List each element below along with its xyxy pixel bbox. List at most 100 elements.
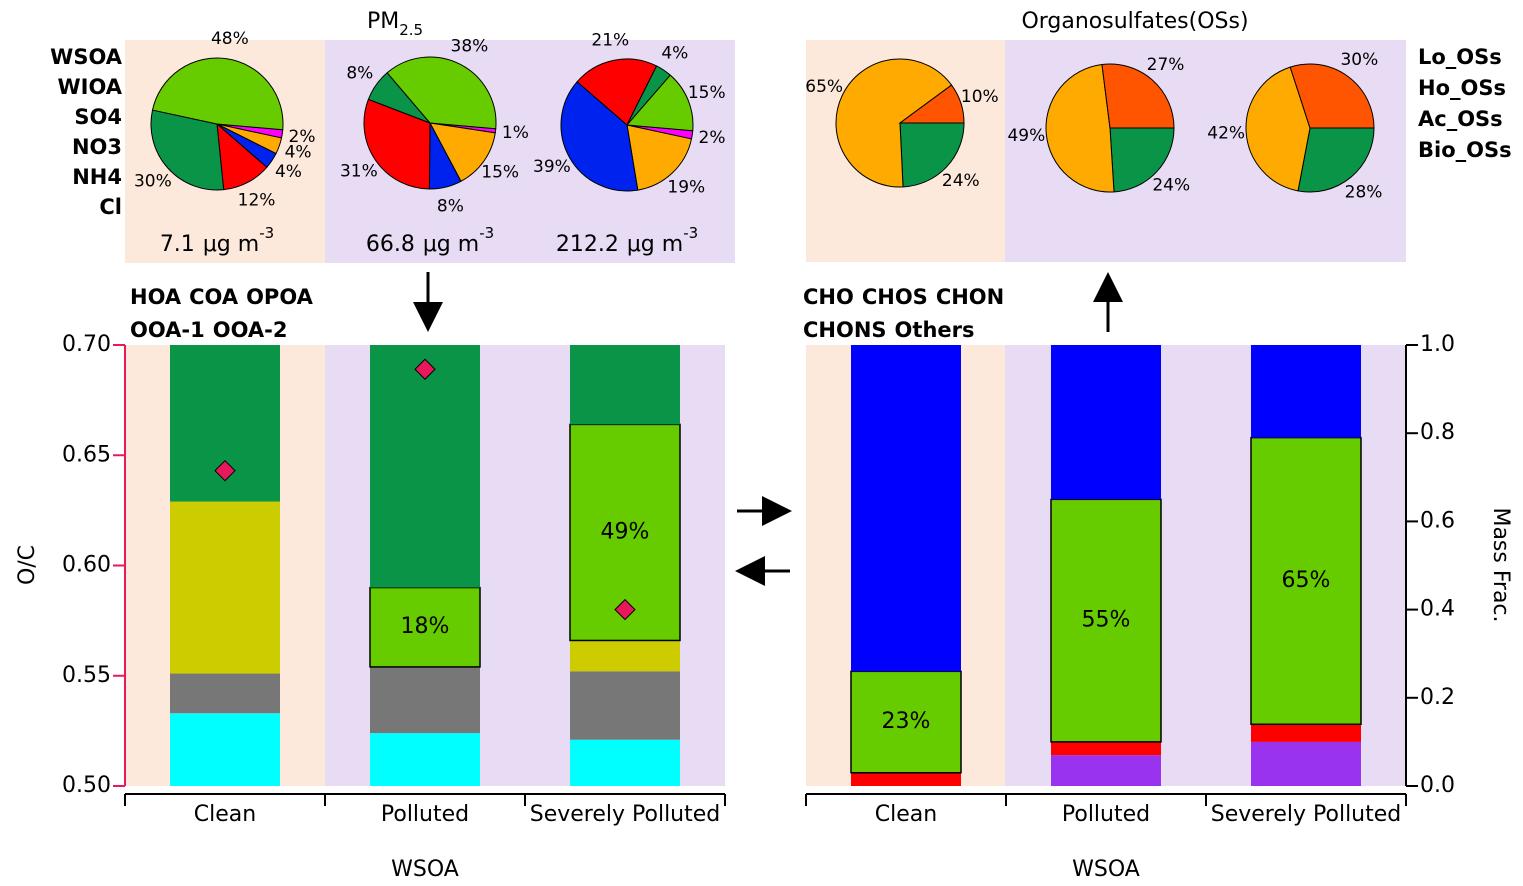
- slice-label: 28%: [1345, 183, 1383, 203]
- bar-segment: [170, 713, 280, 786]
- slice-label: 24%: [942, 171, 980, 191]
- x-tick-label: Clean: [194, 802, 256, 827]
- y-tick-label: 0.50: [62, 773, 111, 798]
- total-unit-exp: -3: [479, 224, 494, 242]
- bar-segment: [1251, 724, 1361, 742]
- pie-slice: [1045, 63, 1115, 193]
- bar-segment: [370, 345, 480, 588]
- legend-entry: Ho_OSs: [1418, 76, 1506, 100]
- bar-segment: [1050, 498, 1162, 743]
- pie-slice: [1101, 63, 1175, 129]
- slice-label: 30%: [134, 171, 172, 191]
- y-tick-label: 0.55: [62, 663, 111, 688]
- x-axis-label: WSOA: [391, 857, 459, 882]
- y-tick-label: 0.4: [1420, 597, 1455, 622]
- bar-segment: [570, 739, 680, 786]
- bar-segment: [1251, 345, 1361, 438]
- x-axis-label: WSOA: [1072, 857, 1140, 882]
- x-tick-label: Severely Polluted: [1211, 802, 1402, 827]
- slice-label: 2%: [699, 128, 726, 148]
- x-tick-label: Clean: [875, 802, 937, 827]
- legend-entry: HOA: [130, 285, 182, 309]
- pie-slice: [626, 124, 693, 191]
- legend-entry: Cl: [99, 195, 122, 219]
- legend-entry: Others: [895, 318, 975, 342]
- pie-slice: [1297, 127, 1375, 193]
- oc-marker: [214, 459, 236, 482]
- slice-label: 2%: [289, 127, 316, 147]
- slice-label: 12%: [238, 190, 276, 210]
- pie-slice: [150, 109, 225, 191]
- slice-label: 38%: [451, 37, 489, 57]
- bar-label: 55%: [1082, 608, 1131, 633]
- bar-segment: [851, 345, 961, 672]
- slice-label: 1%: [502, 123, 529, 143]
- total-value: 7.1: [160, 232, 195, 257]
- legend-entry: NO3: [72, 135, 122, 159]
- bar-segment: [370, 666, 480, 734]
- total-value: 212.2: [556, 232, 619, 257]
- slice-label: 27%: [1147, 55, 1185, 75]
- slice-label: 65%: [805, 77, 843, 97]
- y-tick-label: 0.0: [1420, 773, 1455, 798]
- pie-title: PM2.5: [367, 9, 423, 39]
- slice-label: 24%: [1152, 176, 1190, 196]
- slice-label: 39%: [533, 157, 571, 177]
- y-tick-label: 0.6: [1420, 508, 1455, 533]
- slice-label: 48%: [211, 29, 249, 49]
- pie-slice: [560, 80, 639, 192]
- total-unit-exp: -3: [683, 224, 698, 242]
- total-value: 66.8: [366, 232, 415, 257]
- legend-entry: WSOA: [50, 45, 123, 69]
- slice-label: 15%: [688, 83, 726, 103]
- legend-entry: Lo_OSs: [1418, 45, 1502, 69]
- slice-label: 8%: [346, 63, 373, 83]
- oc-marker: [614, 598, 636, 621]
- bar-segment: [1251, 741, 1361, 786]
- x-tick-label: Severely Polluted: [530, 802, 721, 827]
- y-tick-label: 0.60: [62, 553, 111, 578]
- slice-label: 4%: [275, 162, 302, 182]
- slice-label: 42%: [1207, 123, 1245, 143]
- legend-entry: Bio_OSs: [1418, 138, 1512, 162]
- slice-label: 31%: [340, 161, 378, 181]
- pie-slice: [151, 57, 284, 131]
- pie-slice: [386, 56, 497, 130]
- legend-entry: OOA-2: [213, 318, 288, 342]
- title: PM: [367, 9, 399, 34]
- pie-slice: [898, 84, 965, 124]
- oc-marker: [414, 358, 436, 380]
- pie-slice: [1109, 127, 1175, 193]
- pie-total: 212.2 μg m-3: [556, 224, 698, 258]
- bar-label: 23%: [882, 709, 931, 734]
- slice-label: 30%: [1340, 50, 1378, 70]
- legend-entry: CHON: [936, 285, 1004, 309]
- y-tick-label: 0.65: [62, 442, 111, 467]
- bar-segment: [170, 673, 280, 714]
- legend-entry: NH4: [72, 165, 122, 189]
- bar-label: 18%: [401, 614, 450, 639]
- bar-label: 65%: [1282, 568, 1331, 593]
- y-tick-label: 0.8: [1420, 420, 1455, 445]
- slice-label: 49%: [1007, 126, 1045, 146]
- bar-label: 49%: [601, 519, 650, 544]
- bar-segment: [170, 501, 280, 674]
- legend-entry: CHO: [803, 285, 854, 309]
- pie-slice: [1289, 63, 1375, 129]
- title-sub: 2.5: [399, 21, 423, 39]
- legend-entry: SO4: [74, 105, 122, 129]
- total-unit-exp: -3: [259, 224, 274, 242]
- y-axis-label: Mass Frac.: [1488, 507, 1513, 622]
- pie-slice: [899, 122, 965, 188]
- pie-slice: [576, 58, 658, 126]
- bar-segment: [1051, 755, 1161, 786]
- pie-slice: [363, 98, 431, 190]
- y-tick-label: 0.70: [62, 332, 111, 357]
- legend-entry: OOA-1: [130, 318, 205, 342]
- slice-label: 4%: [661, 44, 688, 64]
- bar-segment: [1051, 345, 1161, 500]
- pie-total: 7.1 μg m-3: [160, 224, 274, 258]
- total-unit: μg m: [627, 232, 683, 257]
- bar-segment: [1051, 741, 1161, 756]
